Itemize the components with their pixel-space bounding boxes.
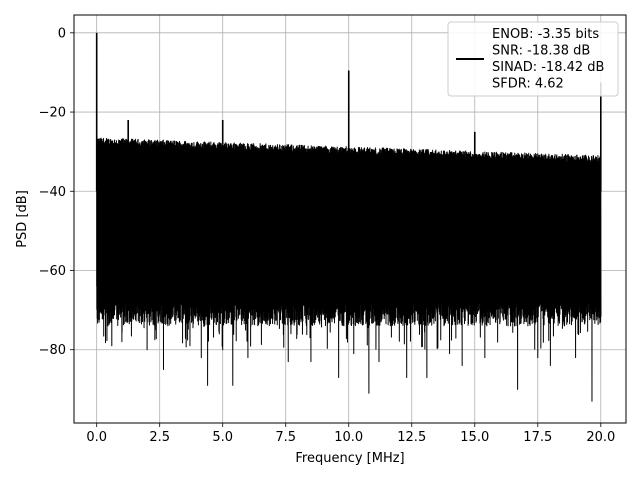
y-tick-label: −80	[39, 343, 66, 358]
legend-sinad: SINAD: -18.42 dB	[492, 60, 604, 75]
y-axis-label: PSD [dB]	[15, 190, 30, 248]
x-tick-label: 12.5	[397, 430, 426, 445]
x-tick-label: 17.5	[523, 430, 552, 445]
psd-trace	[96, 103, 602, 402]
legend: ENOB: -3.35 bits SNR: -18.38 dB SINAD: -…	[447, 21, 619, 97]
axes-frame	[73, 14, 627, 424]
y-tick-label: −20	[39, 106, 66, 121]
legend-enob: ENOB: -3.35 bits	[492, 27, 599, 42]
x-tick-label: 15.0	[460, 430, 489, 445]
legend-snr: SNR: -18.38 dB	[492, 44, 590, 59]
x-tick-label: 7.5	[275, 430, 296, 445]
x-tick-label: 10.0	[334, 430, 363, 445]
y-tick-label: −40	[39, 185, 66, 200]
y-tick-label: −60	[39, 264, 66, 279]
legend-box	[447, 21, 619, 97]
x-tick-label: 0.0	[86, 430, 107, 445]
y-tick-label: 0	[58, 26, 66, 41]
ticks: 0.0 2.5 5.0 7.5 10.0 12.5 15.0 17.5 20.0 0 −20 −40 −…	[39, 26, 616, 445]
x-tick-label: 20.0	[586, 430, 615, 445]
legend-sfdr: SFDR: 4.62	[492, 77, 564, 92]
x-tick-label: 2.5	[149, 430, 170, 445]
x-axis-label: Frequency [MHz]	[295, 451, 404, 466]
plot-area	[95, 32, 602, 402]
x-tick-label: 5.0	[212, 430, 233, 445]
